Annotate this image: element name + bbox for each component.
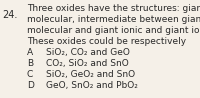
Text: D: D: [27, 81, 34, 90]
Text: CO₂, SiO₂ and SnO: CO₂, SiO₂ and SnO: [46, 59, 128, 68]
Text: GeO, SnO₂ and PbO₂: GeO, SnO₂ and PbO₂: [46, 81, 137, 90]
Text: Three oxides have the structures: giant: Three oxides have the structures: giant: [27, 4, 200, 13]
Text: molecular and giant ionic and giant ionic.: molecular and giant ionic and giant ioni…: [27, 26, 200, 35]
Text: SiO₂, CO₂ and GeO: SiO₂, CO₂ and GeO: [46, 48, 129, 57]
Text: These oxides could be respectively: These oxides could be respectively: [27, 37, 186, 46]
Text: SiO₂, GeO₂ and SnO: SiO₂, GeO₂ and SnO: [46, 70, 135, 79]
Text: molecular, intermediate between giant: molecular, intermediate between giant: [27, 15, 200, 24]
Text: A: A: [27, 48, 33, 57]
Text: C: C: [27, 70, 33, 79]
Text: B: B: [27, 59, 33, 68]
Text: 24.: 24.: [3, 10, 18, 20]
